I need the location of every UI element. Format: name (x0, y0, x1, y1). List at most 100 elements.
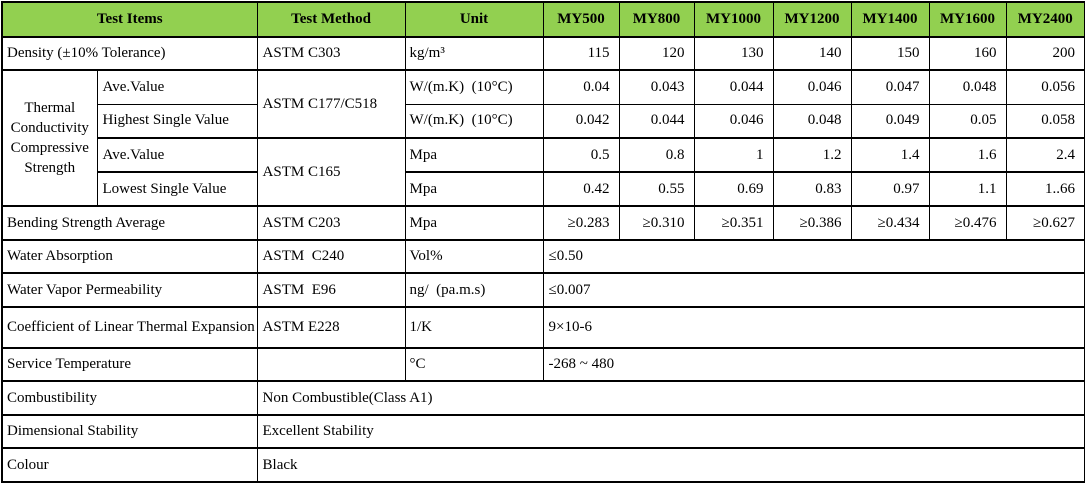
method-cell: ASTM C177/C518 (256, 69, 406, 139)
grade-header-my1600: MY1600 (928, 1, 1007, 38)
row-label-water-vapor: Water Vapor Permeability (1, 272, 258, 308)
row-label-service-temperature: Service Temperature (1, 347, 258, 382)
row-label-thermal-expansion: Coefficient of Linear Thermal Expansion (1, 306, 258, 349)
value-cell: 1 (693, 137, 774, 173)
method-cell: ASTM C303 (256, 36, 406, 71)
value-cell: 0.049 (850, 103, 930, 139)
combustibility-row: Combustibility Non Combustible(Class A1) (1, 380, 1085, 416)
unit-cell: Mpa (404, 205, 544, 241)
value-cell: 1.6 (928, 137, 1007, 173)
grade-header-my1000: MY1000 (693, 1, 774, 38)
value-cell: ≥0.351 (693, 205, 774, 241)
col-header-test-method: Test Method (256, 1, 406, 38)
row-label-density: Density (±10% Tolerance) (1, 36, 258, 71)
unit-cell: ng/ (pa.m.s) (404, 272, 544, 308)
value-cell: ≥0.627 (1005, 205, 1085, 241)
water-vapor-row: Water Vapor Permeability ASTM E96 ng/ (p… (1, 272, 1085, 308)
unit-cell: W/(m.K) (10°C) (404, 69, 544, 105)
row-label-compressive-lowest: Lowest Single Value (96, 171, 258, 207)
header-row: Test Items Test Method Unit MY500 MY800 … (1, 1, 1085, 38)
value-cell: 0.046 (772, 69, 852, 105)
grade-header-my500: MY500 (542, 1, 620, 38)
value-cell: 200 (1005, 36, 1085, 71)
value-cell: Black (256, 447, 1085, 483)
unit-cell: Vol% (404, 239, 544, 274)
value-cell: 0.046 (693, 103, 774, 139)
method-cell: ASTM C203 (256, 205, 406, 241)
row-label-colour: Colour (1, 447, 258, 483)
method-cell: ASTM E96 (256, 272, 406, 308)
value-cell: 0.42 (542, 171, 620, 207)
service-temperature-row: Service Temperature °C -268 ~ 480 (1, 347, 1085, 382)
value-cell: ≥0.310 (618, 205, 695, 241)
row-label-thermal-compressive-group: Thermal Conductivity Compressive Strengt… (1, 69, 98, 207)
compressive-ave-row: Ave.Value ASTM C165 Mpa 0.5 0.8 1 1.2 1.… (2, 137, 1085, 207)
value-cell: ≥0.386 (772, 205, 852, 241)
thermal-expansion-row: Coefficient of Linear Thermal Expansion … (1, 306, 1085, 349)
unit-cell: W/(m.K) (10°C) (404, 103, 544, 139)
value-cell: ≤0.007 (542, 272, 1085, 308)
value-cell: 130 (693, 36, 774, 71)
value-cell: 2.4 (1005, 137, 1085, 173)
value-cell: 0.042 (542, 103, 620, 139)
value-cell: 0.69 (693, 171, 774, 207)
value-cell: 0.55 (618, 171, 695, 207)
value-cell: 0.5 (542, 137, 620, 173)
row-label-combustibility: Combustibility (1, 380, 258, 416)
row-label-dimensional-stability: Dimensional Stability (1, 414, 258, 449)
value-cell: 115 (542, 36, 620, 71)
unit-cell: kg/m³ (404, 36, 544, 71)
value-cell: 1.4 (850, 137, 930, 173)
value-cell: 1.2 (772, 137, 852, 173)
unit-cell: °C (404, 347, 544, 382)
water-absorption-row: Water Absorption ASTM C240 Vol% ≤0.50 (1, 239, 1085, 274)
value-cell: Excellent Stability (256, 414, 1085, 449)
row-label-thermal-highest: Highest Single Value (96, 103, 258, 139)
value-cell: 120 (618, 36, 695, 71)
value-cell: 0.056 (1005, 69, 1085, 105)
thermal-ave-row: Thermal Conductivity Compressive Strengt… (1, 69, 1085, 207)
value-cell: 0.048 (772, 103, 852, 139)
thermal-high-row: Highest Single Value W/(m.K) (10°C) 0.04… (2, 103, 1085, 139)
value-cell: -268 ~ 480 (542, 347, 1085, 382)
value-cell: ≥0.283 (542, 205, 620, 241)
value-cell: 0.048 (928, 69, 1007, 105)
compressive-low-row: Lowest Single Value Mpa 0.42 0.55 0.69 0… (2, 171, 1085, 207)
method-cell-empty (256, 347, 406, 382)
value-cell: 0.97 (850, 171, 930, 207)
method-cell: ASTM E228 (256, 306, 406, 349)
value-cell: 1..66 (1005, 171, 1085, 207)
value-cell: 0.8 (618, 137, 695, 173)
method-cell: ASTM C240 (256, 239, 406, 274)
colour-row: Colour Black (1, 447, 1085, 483)
value-cell: 140 (772, 36, 852, 71)
col-header-test-items: Test Items (1, 1, 258, 38)
value-cell: 0.044 (618, 103, 695, 139)
value-cell: 0.05 (928, 103, 1007, 139)
value-cell: ≥0.476 (928, 205, 1007, 241)
grade-header-my1400: MY1400 (850, 1, 930, 38)
value-cell: 160 (928, 36, 1007, 71)
dimensional-stability-row: Dimensional Stability Excellent Stabilit… (1, 414, 1085, 449)
row-label-water-absorption: Water Absorption (1, 239, 258, 274)
col-header-unit: Unit (404, 1, 544, 38)
value-cell: 0.044 (693, 69, 774, 105)
grade-header-my2400: MY2400 (1005, 1, 1085, 38)
value-cell: 1.1 (928, 171, 1007, 207)
row-label-thermal-ave: Ave.Value (96, 69, 258, 105)
value-cell: 150 (850, 36, 930, 71)
value-cell: 0.043 (618, 69, 695, 105)
row-label-compressive-ave: Ave.Value (96, 137, 258, 173)
value-cell: 0.058 (1005, 103, 1085, 139)
unit-cell: Mpa (404, 137, 544, 173)
value-cell: 0.83 (772, 171, 852, 207)
value-cell: ≥0.434 (850, 205, 930, 241)
value-cell: 0.047 (850, 69, 930, 105)
value-cell: 0.04 (542, 69, 620, 105)
unit-cell: 1/K (404, 306, 544, 349)
value-cell: ≤0.50 (542, 239, 1085, 274)
method-cell: ASTM C165 (256, 137, 406, 207)
value-cell: 9×10-6 (542, 306, 1085, 349)
row-label-bending: Bending Strength Average (1, 205, 258, 241)
